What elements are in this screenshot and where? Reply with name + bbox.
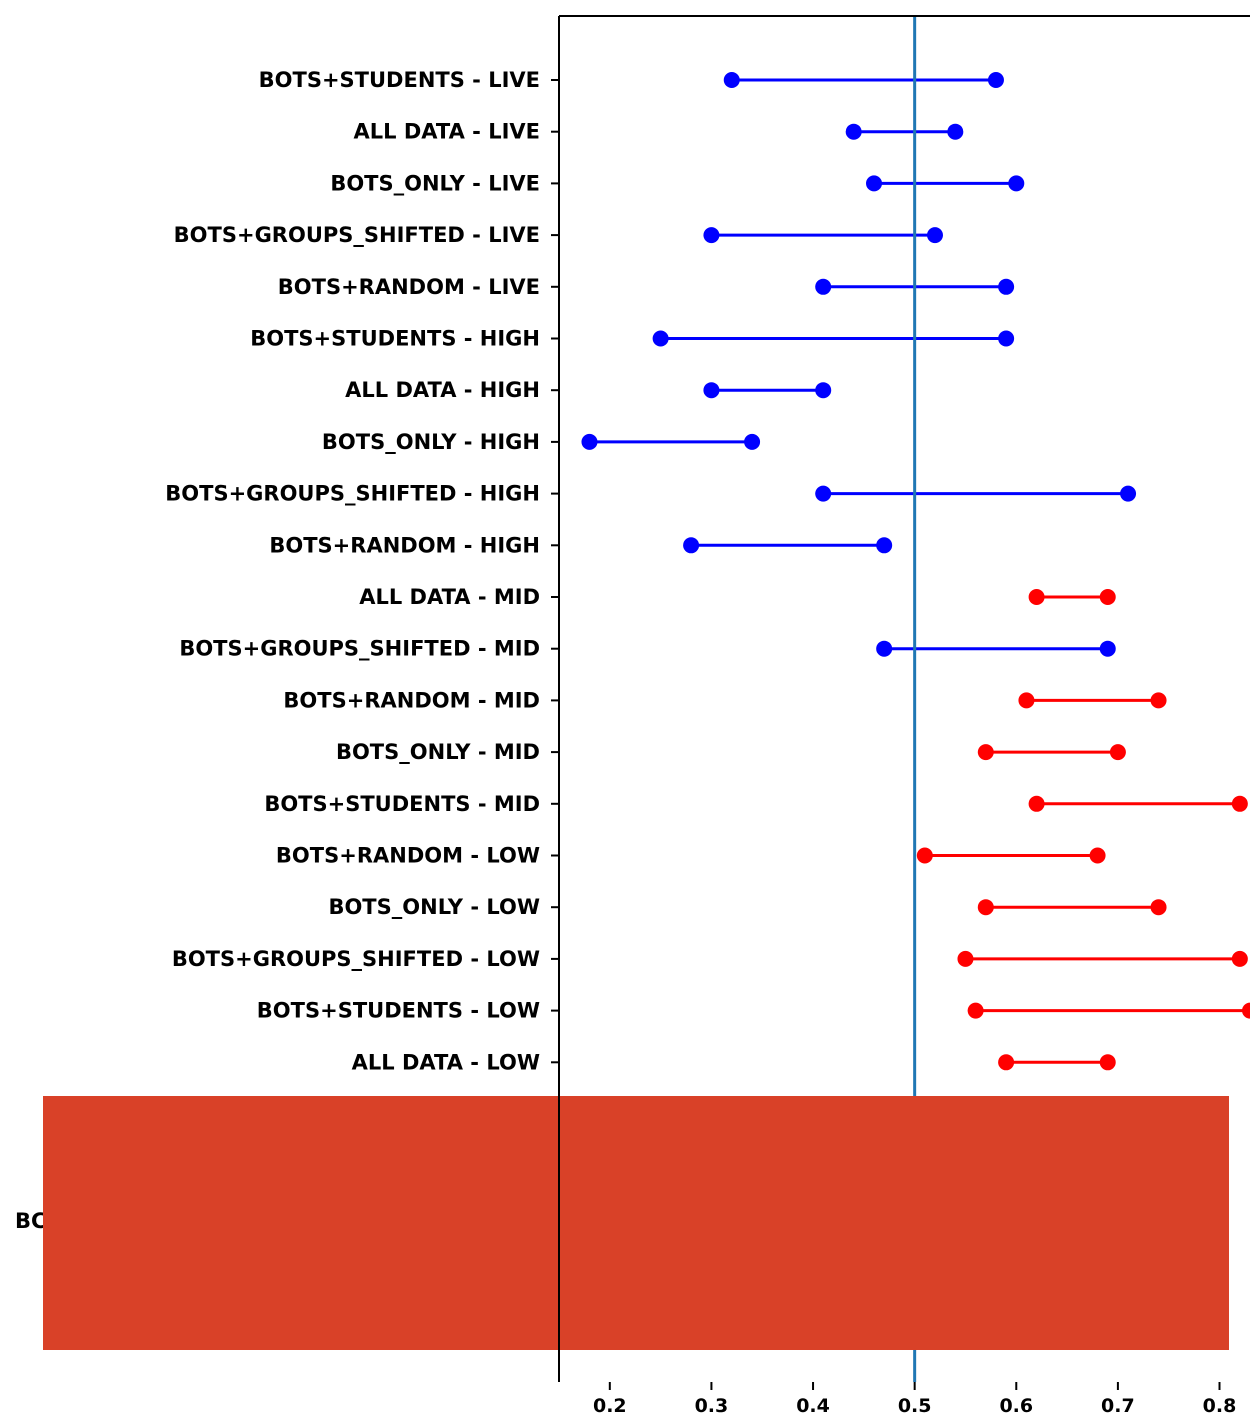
dumbbell-row: ALL DATA - MID: [359, 585, 1116, 609]
row-label: ALL DATA - LIVE: [354, 120, 540, 144]
high-point: [926, 227, 943, 244]
low-point: [1028, 795, 1045, 812]
row-label: BOTS+GROUPS_SHIFTED - MID: [179, 637, 540, 661]
row-label: BOTS_ONLY - HIGH: [322, 430, 540, 454]
low-point: [866, 175, 883, 192]
dumbbell-row: BOTS+STUDENTS - LIVE: [259, 68, 1004, 92]
low-point: [581, 433, 598, 450]
high-point: [1242, 1002, 1250, 1019]
dumbbell-row: BOTS+RANDOM - LOW: [276, 844, 1106, 868]
dumbbell-row: BOTS+STUDENTS - MID: [264, 792, 1248, 816]
row-label: BOTS+STUDENTS - HIGH: [250, 327, 540, 351]
x-tick-label: 0.4: [796, 1395, 830, 1417]
dumbbell-row: BOTS+GROUPS_SHIFTED - MID: [179, 637, 1116, 661]
high-point: [1120, 485, 1137, 502]
rows-layer: BOTS+STUDENTS - LIVE ALL DATA - LIVE BOTS_…: [165, 68, 1250, 1074]
low-point: [723, 72, 740, 88]
high-point: [876, 537, 893, 554]
x-tick-label: 0.3: [695, 1395, 729, 1417]
high-point: [1099, 640, 1116, 657]
row-label: BOTS+RANDOM - MID: [283, 688, 540, 712]
row-label: BOTS+GROUPS_SHIFTED - LOW: [172, 947, 540, 971]
row-label: BOTS+GROUPS_SHIFTED - LIVE: [174, 223, 540, 247]
dumbbell-row: ALL DATA - LOW: [352, 1050, 1116, 1074]
low-point: [977, 899, 994, 916]
high-point: [987, 72, 1004, 88]
x-tick-label: 0.7: [1101, 1395, 1135, 1417]
low-point: [652, 330, 669, 347]
x-tick-label: 0.8: [1203, 1395, 1237, 1417]
dumbbell-row: ALL DATA - HIGH: [345, 378, 832, 402]
high-point: [1150, 899, 1167, 916]
high-point: [998, 330, 1015, 347]
dumbbell-row: BOTS+RANDOM - HIGH: [269, 533, 893, 557]
dumbbell-row: BOTS+GROUPS_SHIFTED - LOW: [172, 947, 1248, 971]
dumbbell-row: ALL DATA - LIVE: [354, 120, 964, 144]
dumbbell-row: BOTS_ONLY - LIVE: [330, 171, 1025, 195]
dumbbell-row: BOTS_ONLY - MID: [336, 740, 1126, 764]
low-point: [876, 640, 893, 657]
low-point: [967, 1002, 984, 1019]
partially-hidden-row-label: BC: [15, 1209, 46, 1233]
row-label: ALL DATA - LOW: [352, 1050, 540, 1074]
x-ticks: 0.2 0.3 0.4 0.5 0.6 0.7 0.8: [593, 1382, 1236, 1417]
row-label: BOTS+STUDENTS - MID: [264, 792, 540, 816]
row-label: ALL DATA - HIGH: [345, 378, 540, 402]
dumbbell-row: BOTS+STUDENTS - LOW: [257, 999, 1250, 1023]
x-tick-label: 0.2: [593, 1395, 627, 1417]
row-label: BOTS+RANDOM - LIVE: [278, 275, 540, 299]
high-point: [1008, 175, 1025, 192]
low-point: [845, 123, 862, 140]
dumbbell-row: BOTS+RANDOM - MID: [283, 688, 1167, 712]
high-point: [1089, 847, 1106, 864]
low-point: [1018, 692, 1035, 709]
dumbbell-row: BOTS_ONLY - LOW: [328, 895, 1167, 919]
high-point: [1109, 744, 1126, 761]
dumbbell-row: BOTS+GROUPS_SHIFTED - HIGH: [165, 482, 1137, 506]
high-point: [1150, 692, 1167, 709]
row-label: BOTS_ONLY - LIVE: [330, 171, 540, 195]
dumbbell-row: BOTS+GROUPS_SHIFTED - LIVE: [174, 223, 943, 247]
row-label: BOTS+STUDENTS - LOW: [257, 999, 540, 1023]
low-point: [815, 485, 832, 502]
high-point: [1231, 795, 1248, 812]
dumbbell-row: BOTS+STUDENTS - HIGH: [250, 327, 1015, 351]
low-point: [977, 744, 994, 761]
row-label: ALL DATA - MID: [359, 585, 540, 609]
low-point: [703, 382, 720, 399]
low-point: [1028, 589, 1045, 605]
low-point: [957, 950, 974, 967]
low-point: [683, 537, 700, 554]
high-point: [1099, 1054, 1116, 1071]
row-label: BOTS+STUDENTS - LIVE: [259, 68, 540, 92]
row-label: BOTS_ONLY - MID: [336, 740, 540, 764]
low-point: [703, 227, 720, 244]
low-point: [916, 847, 933, 864]
row-label: BOTS_ONLY - LOW: [328, 895, 540, 919]
high-point: [998, 278, 1015, 295]
high-point: [1099, 589, 1116, 605]
high-point: [815, 382, 832, 399]
low-point: [815, 278, 832, 295]
high-point: [947, 123, 964, 140]
occluding-block: [43, 1096, 1229, 1350]
high-point: [744, 433, 761, 450]
low-point: [998, 1054, 1015, 1071]
dumbbell-row: BOTS_ONLY - HIGH: [322, 430, 761, 454]
x-tick-label: 0.5: [898, 1395, 932, 1417]
row-label: BOTS+RANDOM - LOW: [276, 844, 540, 868]
high-point: [1231, 950, 1248, 967]
row-label: BOTS+RANDOM - HIGH: [269, 533, 540, 557]
x-tick-label: 0.6: [999, 1395, 1033, 1417]
row-label: BOTS+GROUPS_SHIFTED - HIGH: [165, 482, 540, 506]
